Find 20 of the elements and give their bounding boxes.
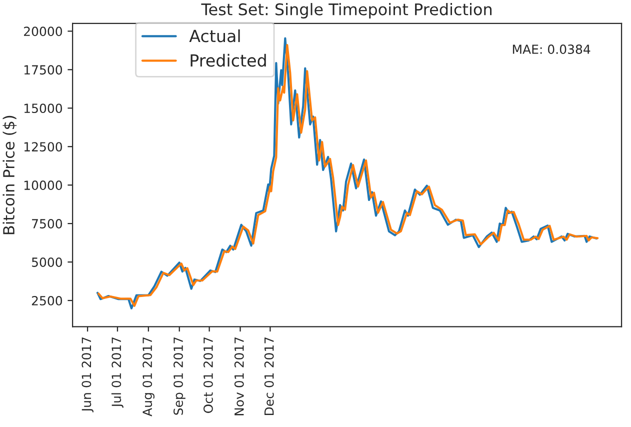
y-tick-label: 5000 [32,257,62,267]
y-tick-label: 17500 [24,65,62,75]
x-tick-label: Dec 01 2017 [264,337,274,416]
y-axis-title: Bitcoin Price ($) [2,116,17,234]
y-tick-label: 12500 [24,142,62,152]
y-tick-label: 15000 [24,104,62,114]
x-tick-label: Nov 01 2017 [234,337,244,416]
x-tick-label: Aug 01 2017 [142,337,154,416]
legend-label: Predicted [190,54,266,67]
chart-title: Test Set: Single Timepoint Prediction [201,3,492,18]
y-tick-label: 7500 [32,219,62,228]
y-tick-label: 20000 [24,26,62,36]
x-tick-label: Jul 01 2017 [111,337,124,408]
annotation: MAE: 0.0384 [512,44,590,54]
x-tick-label: Sep 01 2017 [174,337,186,415]
legend-label: Actual [189,29,240,42]
y-tick-label: 10000 [24,180,62,190]
x-tick-label: Oct 01 2017 [203,337,213,413]
x-tick-label: Jun 01 2017 [82,337,94,412]
y-tick-label: 2500 [32,296,62,306]
